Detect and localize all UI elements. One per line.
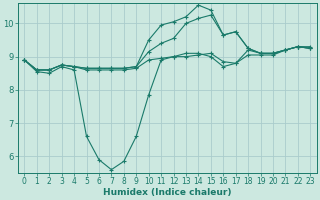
- X-axis label: Humidex (Indice chaleur): Humidex (Indice chaleur): [103, 188, 232, 197]
